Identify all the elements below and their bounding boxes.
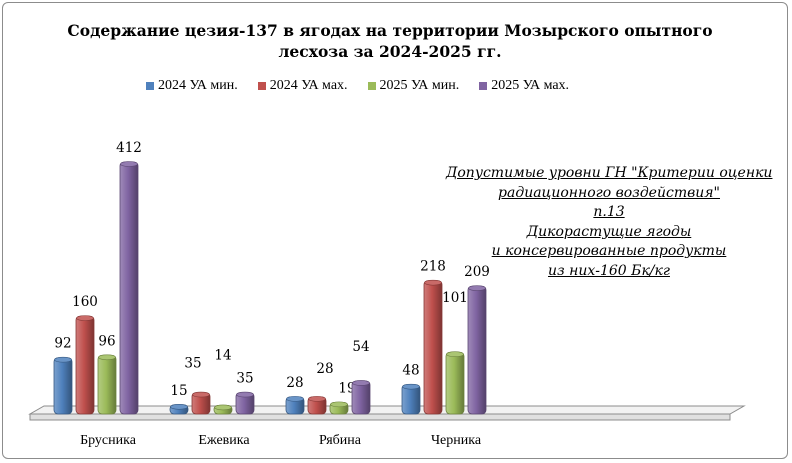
data-label: 28 (286, 375, 303, 391)
annotation-line: и консервированные продукты (491, 243, 727, 260)
data-label: 15 (170, 383, 187, 399)
annotation-line: Дикорастущие ягоды (526, 223, 692, 240)
legend-swatch-2025-max (479, 82, 488, 90)
data-label: 35 (184, 356, 201, 372)
bar-top-Черника-0 (402, 383, 420, 390)
bar-Черника-2 (445, 351, 465, 415)
legend-swatch-2024-min (146, 82, 154, 90)
bar-top-Рябина-3 (352, 380, 370, 386)
legend-label-2025-min: 2025 УА мин. (379, 78, 460, 93)
bar-top-Ежевика-2 (214, 404, 232, 411)
category-label: Черника (431, 433, 482, 448)
data-label: 160 (72, 294, 98, 310)
bar-Брусника-0 (53, 357, 73, 415)
floor-front-edge (29, 413, 731, 421)
bar-top-Ежевика-1 (192, 391, 210, 398)
bar-Брусника-3 (119, 161, 139, 415)
bar-top-Ежевика-0 (170, 404, 188, 410)
bar-top-Брусника-2 (98, 354, 116, 361)
data-label: 48 (402, 363, 419, 379)
legend-item-2024-min: 2024 УА мин. (146, 78, 238, 94)
legend-label-2024-min: 2024 УА мин. (158, 78, 238, 93)
bar-top-Рябина-0 (286, 396, 304, 402)
chart-title: Содержание цезия-137 в ягодах на террито… (60, 20, 720, 62)
data-label: 28 (316, 361, 333, 377)
data-label: 92 (54, 336, 71, 352)
bar-Черника-3 (467, 285, 487, 415)
legend-item-2025-max: 2025 УА мах. (479, 78, 569, 94)
bar-top-Рябина-1 (308, 396, 326, 402)
bar-top-Брусника-3 (120, 161, 138, 167)
legend: 2024 УА мин. 2024 УА мах. 2025 УА мин. 2… (146, 78, 569, 94)
bar-Рябина-3 (351, 380, 371, 415)
bar-Брусника-1 (75, 315, 95, 415)
annotation-line: Допустимые уровни ГН "Критерии оценки (446, 165, 773, 181)
bar-Брусника-2 (97, 354, 117, 415)
data-label: 35 (236, 371, 253, 387)
category-label: Рябина (319, 433, 362, 448)
legend-item-2024-max: 2024 УА мах. (257, 78, 348, 94)
data-label: 412 (116, 140, 142, 156)
data-label: 101 (442, 290, 468, 306)
legend-swatch-2025-min (367, 82, 376, 90)
bar-top-Ежевика-3 (236, 391, 254, 398)
legend-swatch-2024-max (257, 82, 266, 90)
annotation-line: п.13 (593, 204, 625, 221)
bar-top-Черника-2 (446, 351, 464, 358)
category-label: Брусника (80, 433, 137, 448)
bar-top-Брусника-0 (54, 356, 72, 363)
bar-top-Черника-3 (468, 285, 486, 291)
legend-item-2025-min: 2025 УА мин. (367, 78, 460, 94)
data-label: 14 (214, 347, 231, 363)
bar-top-Черника-1 (424, 279, 442, 286)
annotation-line: радиационного воздействия" (498, 184, 720, 201)
bar-top-Рябина-2 (330, 401, 348, 408)
data-label: 19 (338, 380, 355, 396)
data-label: 209 (464, 264, 490, 280)
chart-title-line-1: Содержание цезия-137 в ягодах на террито… (67, 21, 713, 40)
category-label: Ежевика (198, 433, 250, 448)
data-label: 96 (98, 333, 115, 349)
chart-title-line-2: лесхоза за 2024-2025 гг. (278, 42, 502, 61)
legend-label-2024-max: 2024 УА мах. (269, 78, 348, 93)
bar-top-Брусника-1 (76, 315, 94, 321)
data-label: 218 (420, 259, 446, 275)
legend-label-2025-max: 2025 УА мах. (491, 78, 570, 93)
data-label: 54 (352, 339, 369, 355)
annotation-line: из них-160 Бк/кг (548, 262, 670, 279)
bar-Черника-1 (423, 280, 443, 415)
annotation-note: Допустимые уровни ГН "Критерии оценки ра… (446, 164, 772, 282)
